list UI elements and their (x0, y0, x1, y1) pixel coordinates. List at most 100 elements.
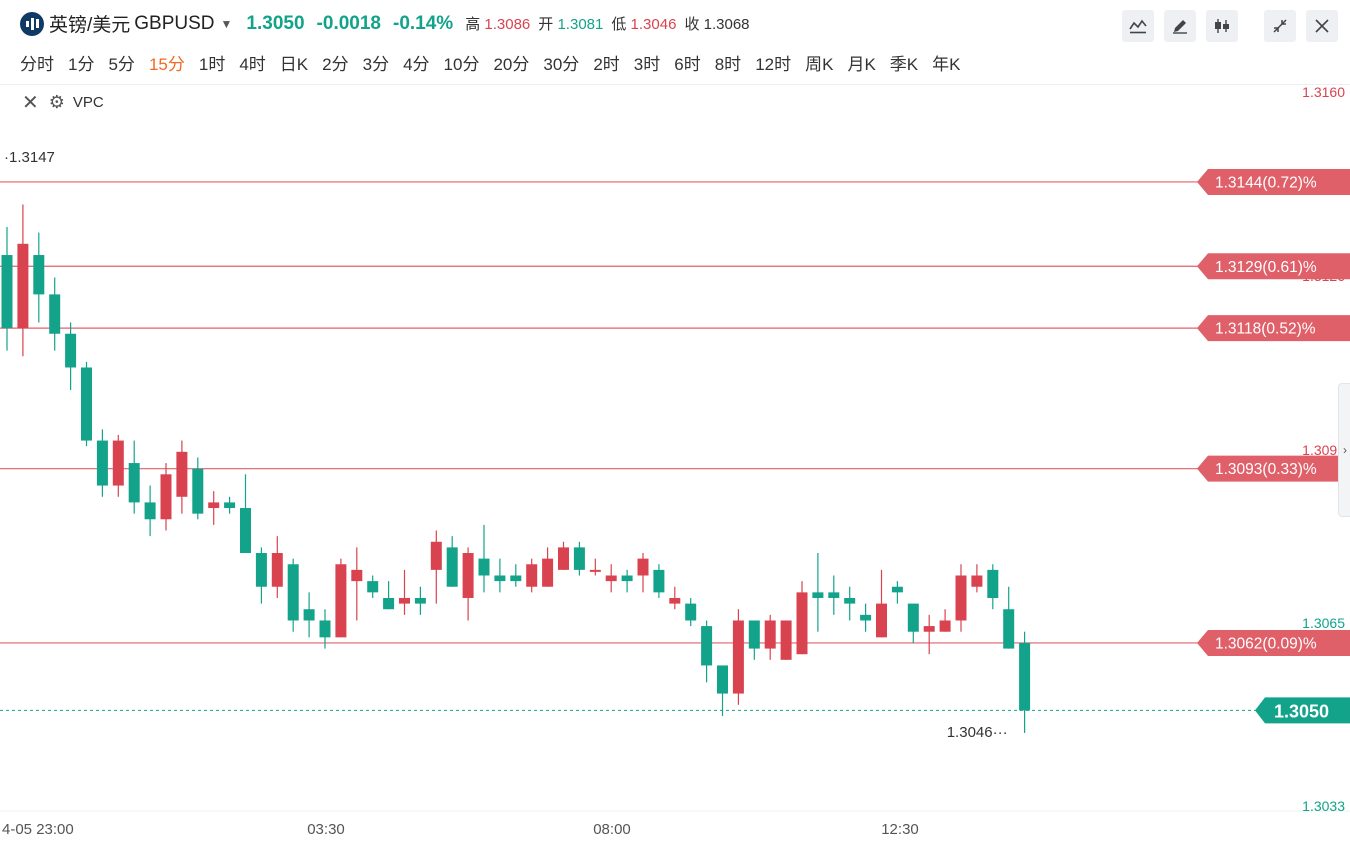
open-label: 开 (538, 16, 554, 33)
candle-body (399, 597, 410, 604)
line-chart-icon[interactable] (1122, 10, 1154, 42)
candle-body (717, 665, 728, 694)
close-stat: 收 1.3068 (684, 13, 749, 34)
period-tab[interactable]: 1分 (68, 55, 95, 74)
last-price-label: 1.3050 (1274, 701, 1329, 721)
candle-body (891, 586, 903, 593)
last-price-tag[interactable] (1255, 697, 1350, 724)
price-level-label: 1.3062(0.09)% (1215, 635, 1317, 652)
candle-body (17, 243, 29, 329)
period-tab[interactable]: 3分 (362, 55, 390, 74)
y-tick-label: 1.3096 (1302, 442, 1345, 458)
candlestick-icon[interactable] (1206, 10, 1238, 42)
period-tab[interactable]: 日K (279, 55, 309, 74)
period-tab[interactable]: 30分 (543, 55, 580, 74)
candle-body (558, 547, 569, 570)
period-tab[interactable]: 2分 (322, 55, 349, 74)
period-tab[interactable]: 4时 (239, 55, 266, 74)
candle-body (81, 367, 92, 441)
candle-body (653, 569, 665, 593)
candle-body (589, 569, 601, 572)
period-tab[interactable]: 10分 (443, 55, 480, 74)
candle-body (224, 502, 236, 509)
price-change-pct: -0.14% (393, 12, 454, 34)
period-tab[interactable]: 15分 (148, 55, 185, 74)
period-tab[interactable]: 周K (805, 55, 834, 74)
candle-body (732, 620, 744, 694)
y-tick-label: 1.3065 (1302, 615, 1345, 631)
price-level-label: 1.3129(0.61)% (1215, 259, 1317, 276)
period-tab[interactable]: 月K (847, 55, 876, 74)
low-stat: 低 1.3046 (611, 13, 676, 34)
toolbar (1112, 10, 1338, 42)
gear-icon[interactable]: ⚙ (48, 92, 65, 112)
period-tab[interactable]: 20分 (493, 55, 530, 74)
candle-body (828, 592, 840, 598)
collapse-icon[interactable] (1264, 10, 1296, 42)
period-tabs: 分时 1分 5分 15分 1时 4时 日K 2分 3分 4分 10分 20分 30分 2时 3时 6时 8时 12… (20, 50, 974, 75)
candle-body (271, 553, 283, 587)
period-tab[interactable]: 6时 (674, 55, 701, 74)
candle-body (1, 255, 13, 329)
symbol-name[interactable]: 英镑/美元 (49, 15, 131, 36)
candle-body (1019, 642, 1031, 711)
period-tab[interactable]: 季K (889, 55, 919, 74)
chevron-down-icon[interactable]: ▼ (220, 16, 233, 31)
price-level-tag[interactable] (1197, 315, 1350, 342)
candle-body (462, 553, 474, 598)
open-stat: 开 1.3081 (538, 13, 603, 34)
pencil-icon[interactable] (1164, 10, 1196, 42)
candle-body (208, 502, 220, 509)
low-marker-label: 1.3046··· (947, 724, 1008, 741)
price-level-tag[interactable] (1197, 168, 1350, 195)
candle-body (192, 468, 204, 514)
candle-body (876, 603, 887, 638)
period-tab[interactable]: 4分 (403, 55, 430, 74)
low-value: 1.3046 (630, 16, 677, 33)
period-tab[interactable]: 8时 (714, 55, 742, 74)
candle-body (637, 558, 649, 576)
candle-body (351, 569, 363, 582)
high-value: 1.3086 (484, 16, 531, 33)
period-tab[interactable]: 1时 (198, 55, 226, 74)
high-stat: 高 1.3086 (465, 13, 530, 34)
candle-body (987, 569, 999, 598)
period-tab[interactable]: 12时 (755, 55, 792, 74)
candle-body (923, 626, 935, 632)
candle-body (176, 451, 188, 497)
period-tab[interactable]: 分时 (20, 55, 54, 74)
candle-body (494, 575, 506, 582)
candle-body (33, 255, 45, 295)
candle-body (526, 564, 538, 587)
candle-body (796, 592, 808, 655)
price-level-tag[interactable] (1197, 629, 1350, 656)
price-level-label: 1.3118(0.52)% (1215, 321, 1316, 338)
candle-body (319, 620, 331, 638)
period-tab[interactable]: 年K (932, 55, 961, 74)
candle-body (573, 547, 585, 570)
price-level-tag[interactable] (1197, 455, 1350, 482)
close-icon[interactable] (1306, 10, 1338, 42)
candle-body (748, 620, 760, 649)
open-value: 1.3081 (557, 16, 604, 33)
candle-body (287, 564, 299, 621)
last-price: 1.3050 (246, 12, 305, 34)
period-tab[interactable]: 5分 (108, 55, 135, 74)
price-level-tag[interactable] (1197, 253, 1350, 280)
chart-header: 英镑/美元 GBPUSD ▼ 1.3050 -0.0018 -0.14% 高 1… (0, 0, 1350, 46)
candle-body (907, 603, 919, 632)
period-tab[interactable]: 3时 (633, 55, 661, 74)
candle-body (860, 614, 872, 621)
chevron-right-icon[interactable]: › (1338, 383, 1350, 517)
high-label: 高 (465, 16, 481, 33)
x-tick-label: 4-05 23:00 (2, 821, 74, 838)
candle-body (844, 597, 856, 604)
symbol-code[interactable]: GBPUSD (134, 12, 215, 34)
price-level-label: 1.3144(0.72)% (1215, 174, 1317, 191)
x-tick-label: 12:30 (881, 821, 919, 838)
candle-body (367, 581, 379, 593)
period-tab[interactable]: 2时 (593, 55, 620, 74)
indicator-close-icon[interactable]: ✕ (22, 92, 39, 114)
candle-body (112, 440, 124, 486)
